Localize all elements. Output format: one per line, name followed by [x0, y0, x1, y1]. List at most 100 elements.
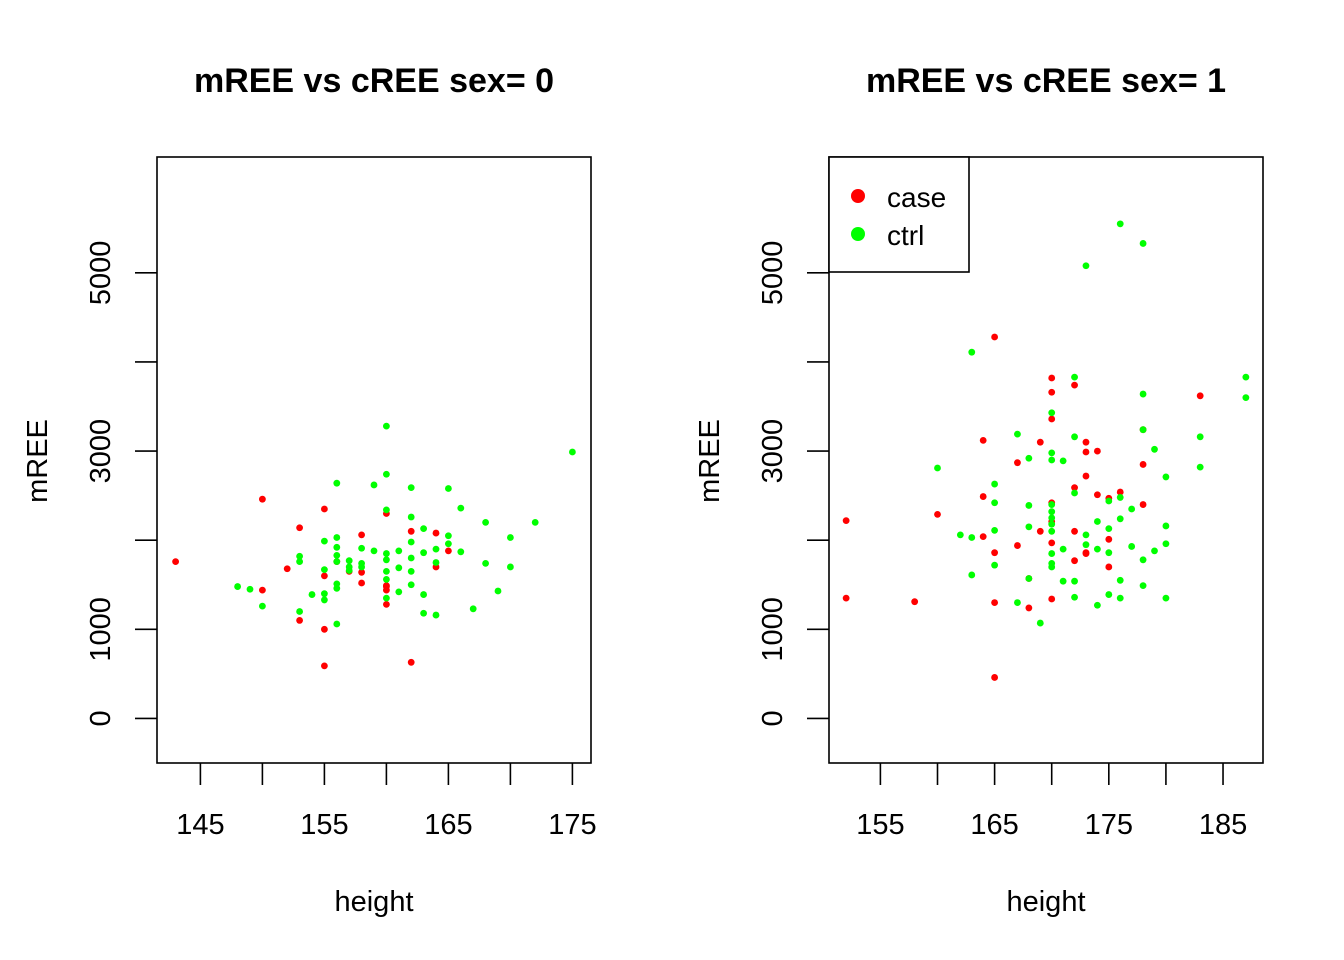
point-ctrl — [432, 545, 440, 553]
point-ctrl — [383, 576, 390, 583]
point-ctrl — [321, 590, 328, 598]
point-case — [991, 549, 999, 557]
point-ctrl — [968, 534, 976, 541]
point-ctrl — [321, 566, 328, 574]
point-case — [1014, 542, 1021, 549]
y-tick-label: 3000 — [85, 419, 117, 484]
point-case — [259, 495, 266, 503]
point-ctrl — [494, 587, 502, 595]
point-ctrl — [445, 532, 452, 540]
point-ctrl — [383, 550, 390, 557]
point-case — [259, 586, 266, 594]
point-ctrl — [1139, 556, 1147, 564]
point-case — [1048, 388, 1056, 396]
point-ctrl — [1242, 373, 1250, 381]
x-axis-label: height — [1006, 886, 1085, 918]
point-ctrl — [383, 567, 390, 575]
point-ctrl — [333, 551, 341, 559]
point-case — [979, 436, 987, 444]
point-ctrl — [569, 448, 576, 456]
point-ctrl — [968, 571, 976, 579]
point-ctrl — [1014, 430, 1021, 438]
point-ctrl — [1059, 545, 1067, 553]
point-case — [407, 527, 415, 535]
point-ctrl — [383, 594, 390, 602]
axes: 145 155 165 175 0 1000 3000 5000 — [85, 241, 597, 841]
point-ctrl — [1071, 489, 1078, 497]
point-ctrl — [407, 581, 415, 589]
point-case — [321, 572, 328, 580]
point-ctrl — [1082, 531, 1090, 539]
point-ctrl — [1139, 582, 1147, 590]
legend-box — [828, 156, 970, 273]
point-ctrl — [934, 464, 941, 472]
point-ctrl — [1048, 501, 1056, 508]
point-case — [283, 565, 291, 573]
point-ctrl — [333, 479, 341, 487]
point-ctrl — [395, 564, 403, 572]
point-ctrl — [383, 470, 390, 478]
point-ctrl — [1128, 543, 1136, 550]
point-ctrl — [445, 540, 452, 548]
legend: case ctrl — [828, 156, 970, 273]
y-axis-label: mREE — [22, 419, 54, 503]
data-points — [172, 422, 576, 670]
legend-marker-ctrl — [851, 227, 865, 241]
panel-sex-1: mREE vs cREE sex= 1 155 165 175 185 0 1000 300… — [694, 62, 1264, 918]
point-ctrl — [345, 567, 353, 574]
point-ctrl — [1048, 520, 1056, 528]
point-ctrl — [333, 543, 341, 551]
x-tick-label: 185 — [1199, 809, 1247, 841]
point-ctrl — [1105, 591, 1113, 598]
x-tick-label: 155 — [856, 809, 904, 841]
point-ctrl — [469, 605, 477, 613]
point-case — [1139, 501, 1147, 508]
point-ctrl — [1082, 541, 1090, 549]
point-ctrl — [333, 558, 341, 565]
point-case — [445, 547, 452, 555]
point-ctrl — [1048, 527, 1056, 535]
point-ctrl — [1071, 593, 1078, 601]
point-case — [407, 658, 415, 666]
point-case — [1036, 527, 1044, 535]
plot-frame — [156, 156, 592, 764]
point-case — [358, 568, 365, 576]
point-ctrl — [1151, 547, 1158, 555]
point-case — [1139, 461, 1147, 468]
y-tick-label: 1000 — [757, 597, 789, 662]
point-ctrl — [246, 585, 254, 593]
point-ctrl — [432, 611, 440, 619]
point-ctrl — [1162, 594, 1170, 602]
x-tick-label: 165 — [424, 809, 472, 841]
point-case — [911, 598, 919, 606]
point-ctrl — [420, 525, 427, 533]
point-case — [172, 558, 180, 565]
point-ctrl — [308, 591, 316, 598]
chart-title: mREE vs cREE sex= 1 — [866, 62, 1226, 100]
point-ctrl — [531, 518, 539, 526]
point-case — [1048, 374, 1056, 382]
point-ctrl — [1139, 390, 1147, 398]
point-case — [321, 625, 328, 633]
point-ctrl — [333, 534, 341, 541]
point-ctrl — [1105, 497, 1113, 505]
point-ctrl — [507, 563, 514, 571]
point-case — [321, 662, 328, 670]
legend-marker-case — [851, 189, 865, 203]
point-case — [1196, 392, 1204, 400]
point-ctrl — [1139, 426, 1147, 434]
point-ctrl — [333, 620, 341, 628]
point-case — [1082, 549, 1090, 557]
point-case — [1071, 484, 1078, 492]
point-ctrl — [991, 561, 999, 569]
point-case — [296, 524, 303, 532]
point-ctrl — [1162, 540, 1170, 548]
point-ctrl — [321, 537, 328, 545]
point-ctrl — [482, 518, 489, 526]
point-ctrl — [1059, 457, 1067, 465]
chart-title: mREE vs cREE sex= 0 — [194, 62, 554, 100]
point-ctrl — [1048, 409, 1056, 417]
point-case — [991, 599, 999, 606]
point-case — [358, 531, 365, 539]
